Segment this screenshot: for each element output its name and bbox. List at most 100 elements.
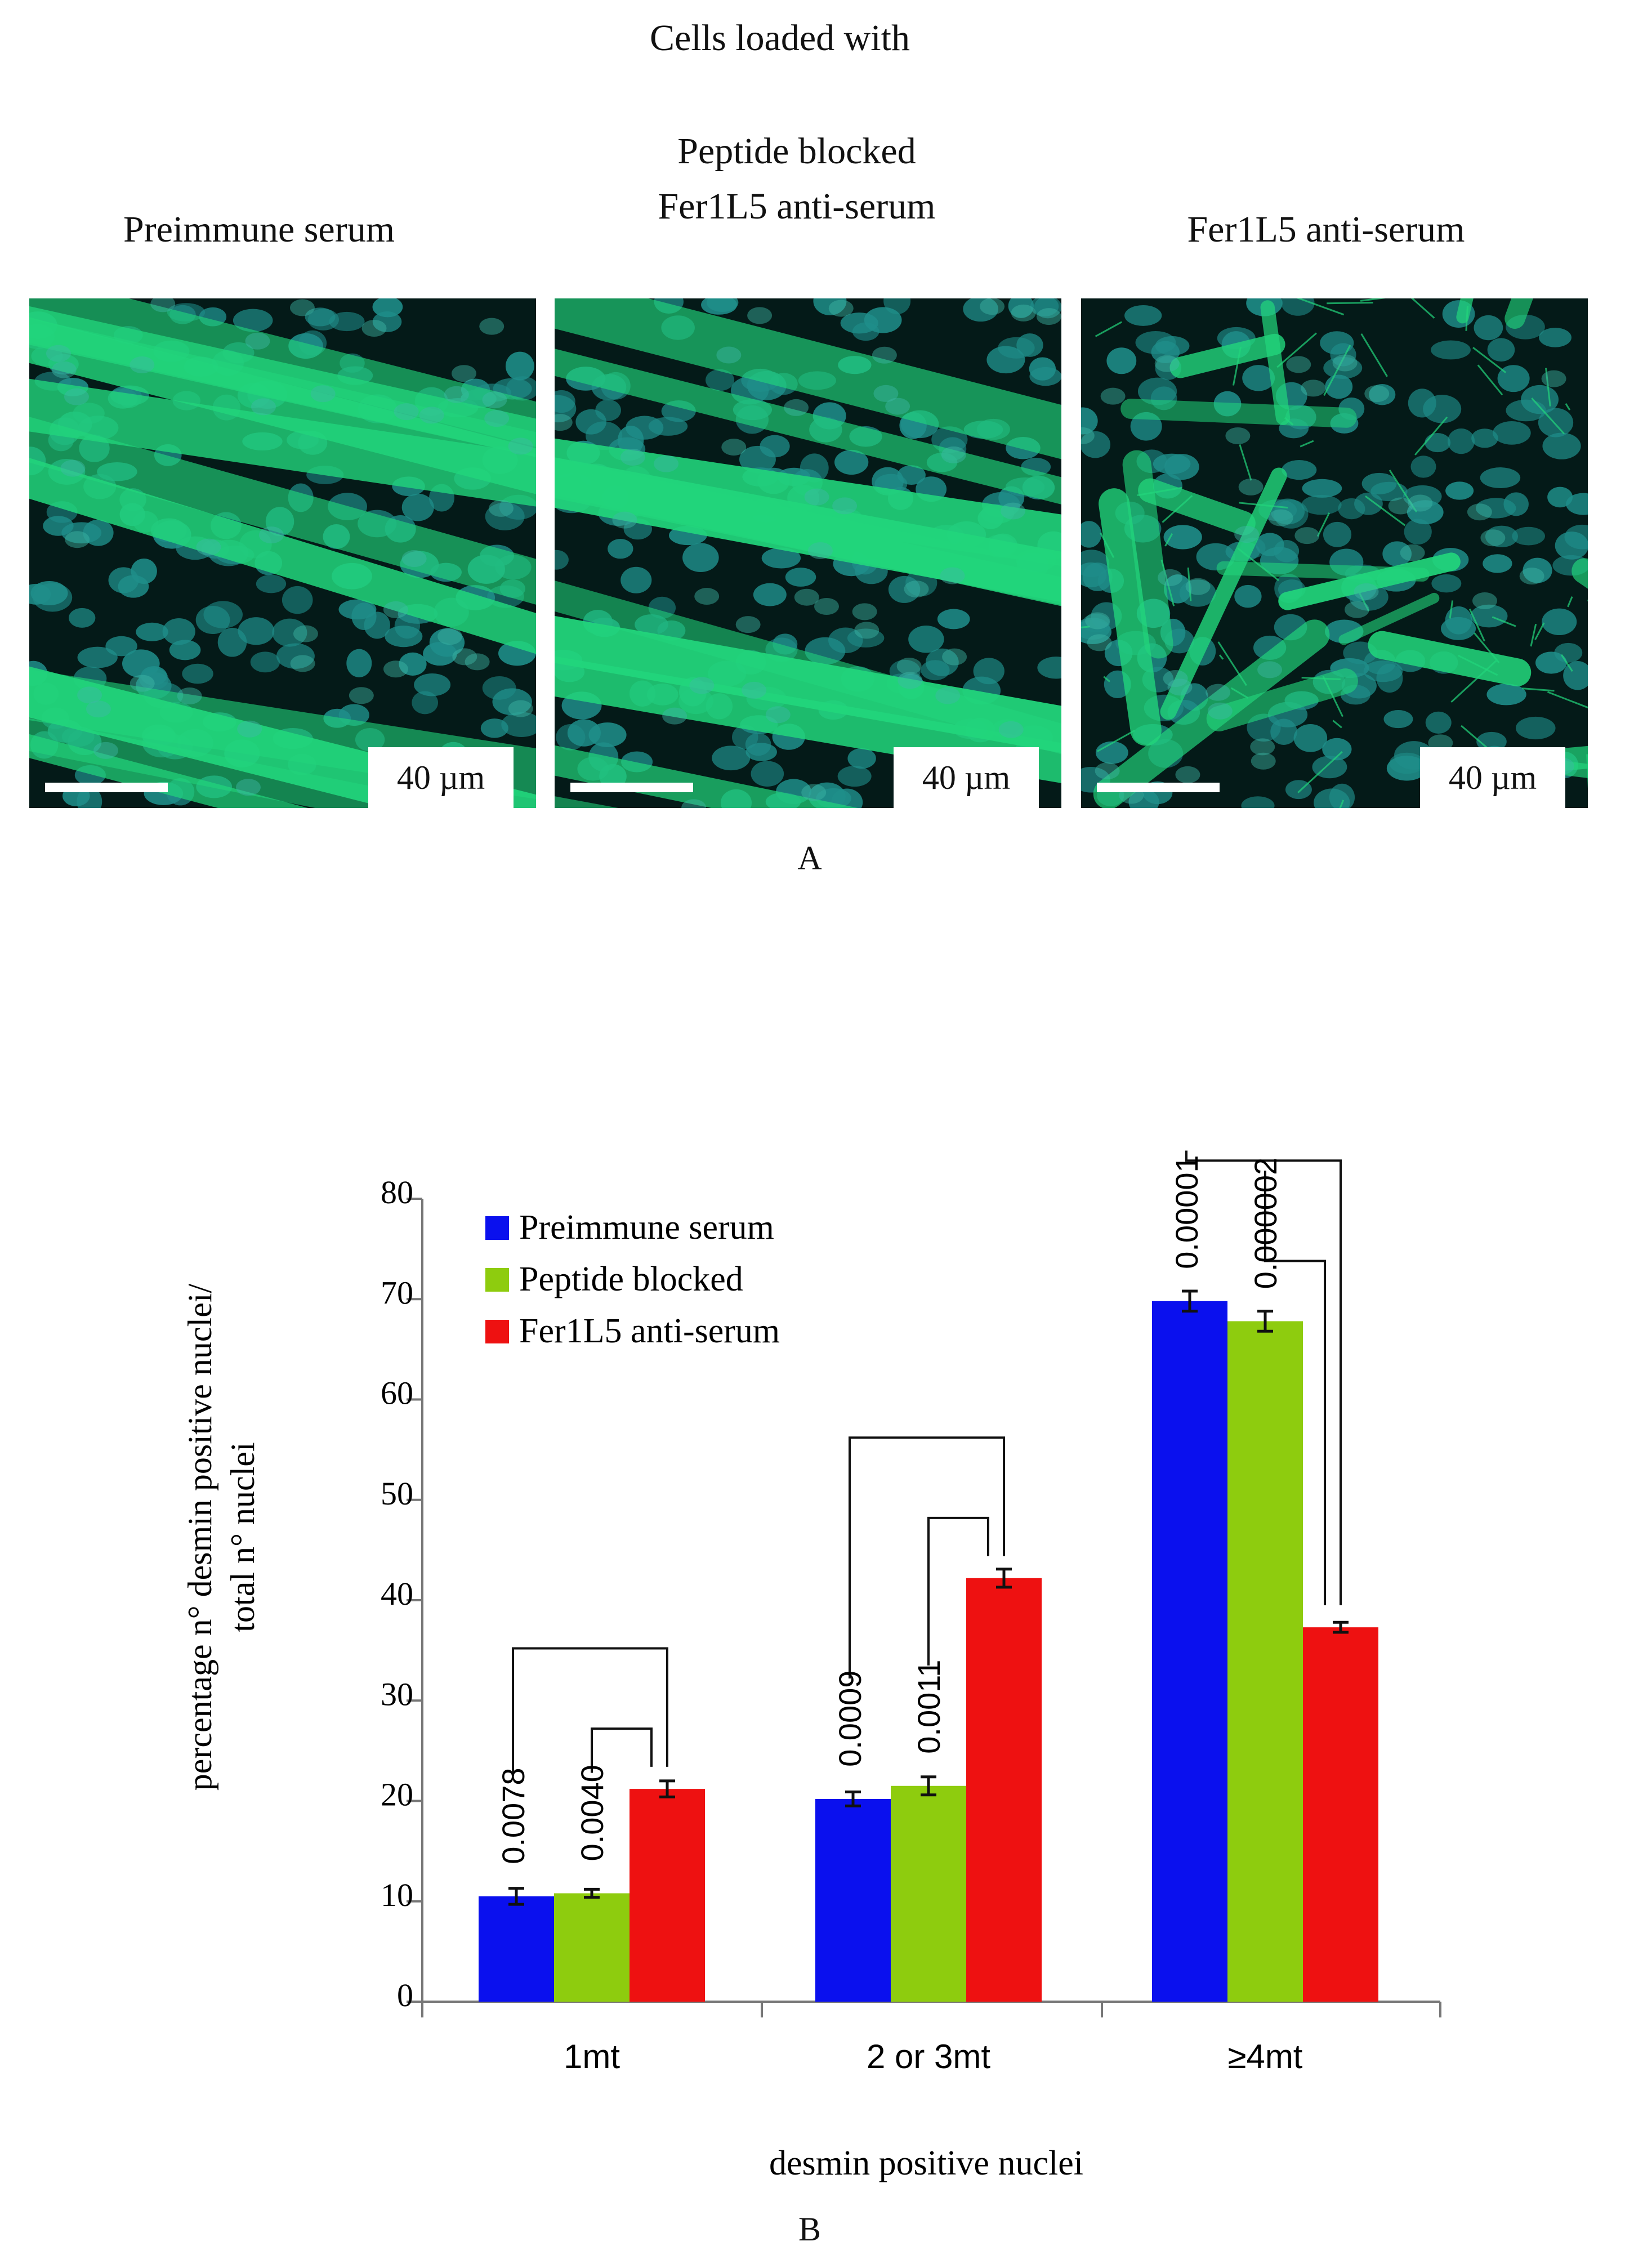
nucleus: [282, 586, 313, 614]
nucleus: [1242, 365, 1275, 391]
micrograph-preimmune: 40 µm: [29, 298, 536, 808]
nucleus: [1512, 526, 1545, 546]
error-bar: [996, 1568, 1012, 1589]
nucleus: [973, 658, 1004, 685]
nucleus: [329, 311, 365, 332]
filament: [1284, 417, 1294, 426]
nucleus: [1566, 493, 1588, 515]
filament: [1450, 660, 1497, 703]
significance-bracket: 0.00001: [1169, 1150, 1342, 1605]
nucleus: [1515, 716, 1556, 740]
nucleus: [1472, 592, 1497, 609]
filament: [1332, 720, 1342, 729]
nucleus: [383, 660, 408, 678]
nucleus: [1541, 370, 1566, 387]
legend-item: Preimmune serum: [485, 1208, 774, 1247]
error-bar: [1182, 1289, 1198, 1313]
nucleus: [885, 398, 910, 415]
bar: [815, 1798, 891, 2002]
x-axis-label: desmin positive nuclei: [769, 2144, 1083, 2182]
nucleus: [1158, 569, 1183, 586]
nucleus: [931, 426, 968, 453]
filament: [1472, 346, 1507, 373]
nucleus: [346, 649, 372, 677]
filament: [1339, 800, 1345, 808]
nucleus: [1445, 481, 1474, 500]
myotube: [1120, 399, 1357, 428]
nucleus: [1268, 509, 1293, 526]
nucleus: [118, 575, 149, 598]
filament: [1465, 306, 1469, 331]
filament: [1276, 332, 1317, 368]
filament: [1162, 495, 1193, 523]
nucleus: [681, 799, 707, 808]
micrograph-image: [1081, 298, 1588, 808]
nucleus: [1554, 642, 1583, 663]
nucleus: [832, 497, 858, 515]
nucleus: [419, 407, 444, 424]
y-tick: 20: [381, 1776, 422, 1813]
nucleus: [351, 602, 377, 630]
nucleus: [1383, 710, 1413, 729]
myotube: [1530, 757, 1588, 778]
y-tick: 70: [381, 1274, 422, 1311]
nucleus: [69, 608, 96, 628]
y-tick: 10: [381, 1877, 422, 1913]
nucleus: [1431, 574, 1462, 593]
column-title-line: Peptide blocked: [677, 131, 916, 172]
nucleus: [682, 543, 719, 573]
y-tick: 30: [381, 1676, 422, 1712]
p-value: 0.0078: [495, 1768, 531, 1864]
nucleus: [1294, 527, 1320, 544]
micrograph-peptide-blocked: 40 µm: [555, 298, 1061, 808]
filament: [1164, 533, 1173, 547]
nucleus: [1369, 384, 1396, 405]
nucleus: [662, 707, 687, 725]
y-tick: 60: [381, 1375, 422, 1412]
nucleus: [620, 566, 652, 593]
nucleus: [986, 346, 1025, 374]
filament: [1323, 345, 1351, 396]
filament: [1301, 677, 1341, 681]
nucleus: [479, 318, 505, 335]
nucleus: [1163, 669, 1188, 687]
nucleus: [1000, 502, 1025, 520]
nucleus: [1519, 568, 1544, 585]
nucleus: [64, 388, 89, 405]
nucleus: [1030, 298, 1059, 317]
significance-bracket: 0.0011: [911, 1516, 989, 1754]
nucleus: [414, 673, 451, 697]
nucleus: [1301, 494, 1342, 515]
nucleus: [1474, 315, 1503, 341]
nucleus: [873, 385, 899, 402]
nucleus: [51, 361, 77, 378]
nucleus: [694, 588, 720, 605]
nucleus: [1085, 612, 1110, 629]
nucleus: [1487, 338, 1515, 362]
nucleus: [1036, 308, 1061, 325]
nucleus: [555, 414, 573, 431]
myotube: [1160, 467, 1287, 720]
nucleus: [804, 488, 829, 506]
nucleus: [1037, 657, 1061, 679]
bar: [479, 1896, 554, 2002]
nucleus: [1081, 562, 1107, 588]
nucleus: [86, 700, 111, 718]
nucleus: [245, 332, 270, 350]
nucleus: [1011, 304, 1036, 322]
nucleus: [1364, 385, 1390, 403]
nucleus: [1008, 298, 1034, 318]
filament: [1297, 751, 1343, 793]
filament: [1547, 691, 1588, 709]
myotube: [1206, 668, 1358, 731]
significance-bracket: 0.0078: [495, 1647, 668, 1864]
nucleus: [1410, 456, 1436, 478]
nucleus: [251, 398, 276, 416]
nucleus: [1388, 497, 1413, 515]
nucleus: [807, 542, 833, 559]
nucleus: [1486, 684, 1526, 706]
filament: [1239, 502, 1288, 509]
nucleus: [203, 601, 243, 628]
nucleus: [612, 511, 637, 529]
